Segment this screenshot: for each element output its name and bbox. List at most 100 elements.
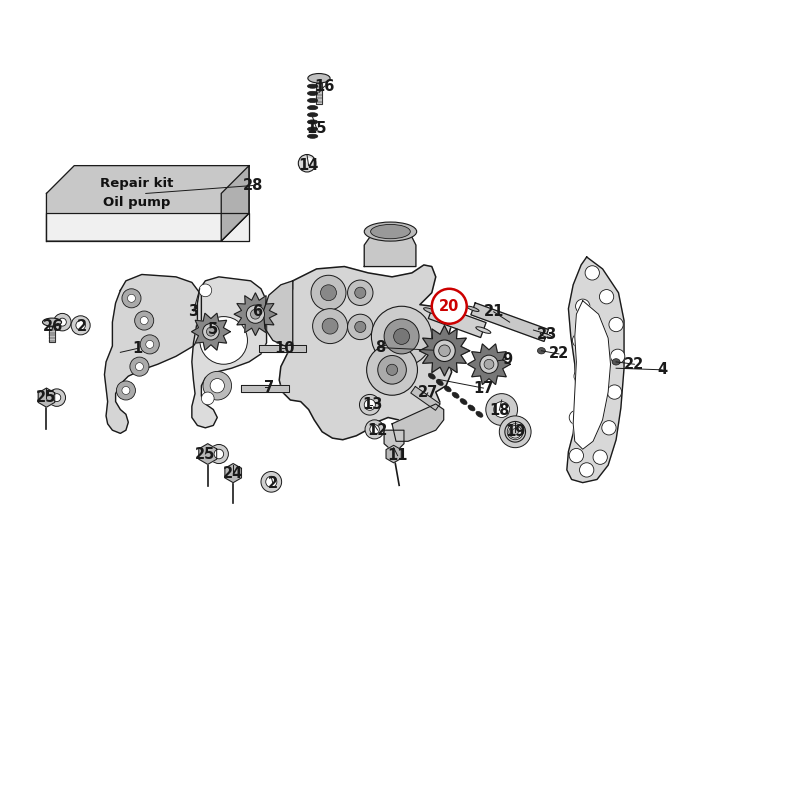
Circle shape — [354, 322, 366, 333]
Circle shape — [499, 416, 531, 448]
Circle shape — [261, 471, 282, 492]
Circle shape — [347, 314, 373, 340]
Circle shape — [53, 394, 61, 402]
Polygon shape — [234, 293, 277, 335]
Circle shape — [575, 299, 590, 314]
Circle shape — [313, 309, 347, 343]
Circle shape — [378, 355, 406, 384]
Ellipse shape — [308, 74, 330, 83]
Ellipse shape — [468, 405, 475, 411]
Circle shape — [116, 381, 135, 400]
Ellipse shape — [467, 306, 479, 311]
Text: Repair kit: Repair kit — [99, 177, 173, 190]
Circle shape — [203, 371, 231, 400]
Circle shape — [311, 275, 346, 310]
Circle shape — [306, 158, 313, 164]
Circle shape — [364, 399, 375, 410]
Text: 18: 18 — [489, 403, 510, 418]
Ellipse shape — [476, 326, 491, 334]
Circle shape — [58, 318, 66, 326]
Polygon shape — [386, 446, 402, 462]
Ellipse shape — [423, 308, 438, 314]
Ellipse shape — [307, 134, 318, 138]
Circle shape — [266, 476, 277, 487]
Circle shape — [140, 317, 148, 325]
Ellipse shape — [452, 392, 459, 398]
Circle shape — [298, 154, 316, 172]
Polygon shape — [258, 345, 306, 352]
Text: 22: 22 — [549, 346, 569, 362]
Circle shape — [434, 340, 455, 362]
Circle shape — [484, 359, 494, 369]
Circle shape — [250, 310, 260, 319]
Text: 17: 17 — [474, 381, 494, 395]
Ellipse shape — [42, 318, 62, 326]
Polygon shape — [49, 326, 55, 342]
Circle shape — [76, 321, 86, 330]
Circle shape — [134, 311, 154, 330]
Circle shape — [386, 364, 398, 375]
Text: 13: 13 — [362, 398, 382, 412]
Circle shape — [371, 306, 432, 366]
Circle shape — [214, 450, 224, 458]
Ellipse shape — [428, 373, 435, 379]
Circle shape — [48, 389, 66, 406]
Text: 9: 9 — [502, 352, 512, 367]
Text: 2: 2 — [268, 476, 278, 491]
Text: 24: 24 — [223, 466, 243, 481]
Polygon shape — [384, 430, 404, 450]
Circle shape — [354, 287, 366, 298]
Ellipse shape — [307, 127, 318, 131]
Circle shape — [135, 362, 143, 370]
Polygon shape — [410, 386, 440, 410]
Text: 3: 3 — [188, 303, 198, 318]
Circle shape — [432, 289, 466, 324]
Circle shape — [574, 369, 588, 383]
Ellipse shape — [436, 379, 443, 386]
Polygon shape — [241, 385, 289, 392]
Text: 4: 4 — [657, 362, 667, 378]
Circle shape — [610, 349, 625, 363]
Polygon shape — [279, 265, 452, 440]
Polygon shape — [225, 463, 242, 482]
Text: 2: 2 — [77, 318, 87, 334]
Text: 8: 8 — [375, 340, 386, 355]
Polygon shape — [364, 233, 416, 266]
Text: 19: 19 — [505, 424, 526, 439]
Circle shape — [394, 329, 410, 344]
Polygon shape — [471, 303, 548, 342]
Circle shape — [210, 378, 225, 393]
Circle shape — [480, 355, 498, 374]
Polygon shape — [199, 444, 217, 464]
Ellipse shape — [307, 120, 318, 124]
Polygon shape — [419, 326, 470, 376]
Circle shape — [438, 345, 450, 357]
Circle shape — [347, 280, 373, 306]
Circle shape — [246, 305, 265, 323]
Circle shape — [593, 450, 607, 464]
Circle shape — [146, 341, 154, 348]
Circle shape — [202, 392, 214, 405]
Ellipse shape — [509, 426, 522, 438]
Ellipse shape — [364, 222, 417, 241]
Ellipse shape — [444, 386, 451, 392]
Text: 20: 20 — [439, 298, 459, 314]
Circle shape — [202, 323, 219, 340]
Polygon shape — [263, 281, 293, 346]
Circle shape — [54, 314, 71, 331]
Ellipse shape — [476, 411, 483, 418]
Circle shape — [607, 385, 622, 399]
Circle shape — [200, 317, 247, 364]
Ellipse shape — [307, 106, 318, 110]
Circle shape — [321, 285, 337, 301]
Circle shape — [579, 462, 594, 477]
Text: 12: 12 — [367, 422, 388, 438]
Ellipse shape — [612, 358, 620, 365]
Ellipse shape — [370, 225, 410, 238]
Circle shape — [322, 318, 338, 334]
Circle shape — [570, 410, 583, 425]
Ellipse shape — [538, 347, 546, 354]
Circle shape — [370, 425, 379, 434]
Ellipse shape — [512, 429, 518, 435]
Polygon shape — [573, 301, 610, 450]
